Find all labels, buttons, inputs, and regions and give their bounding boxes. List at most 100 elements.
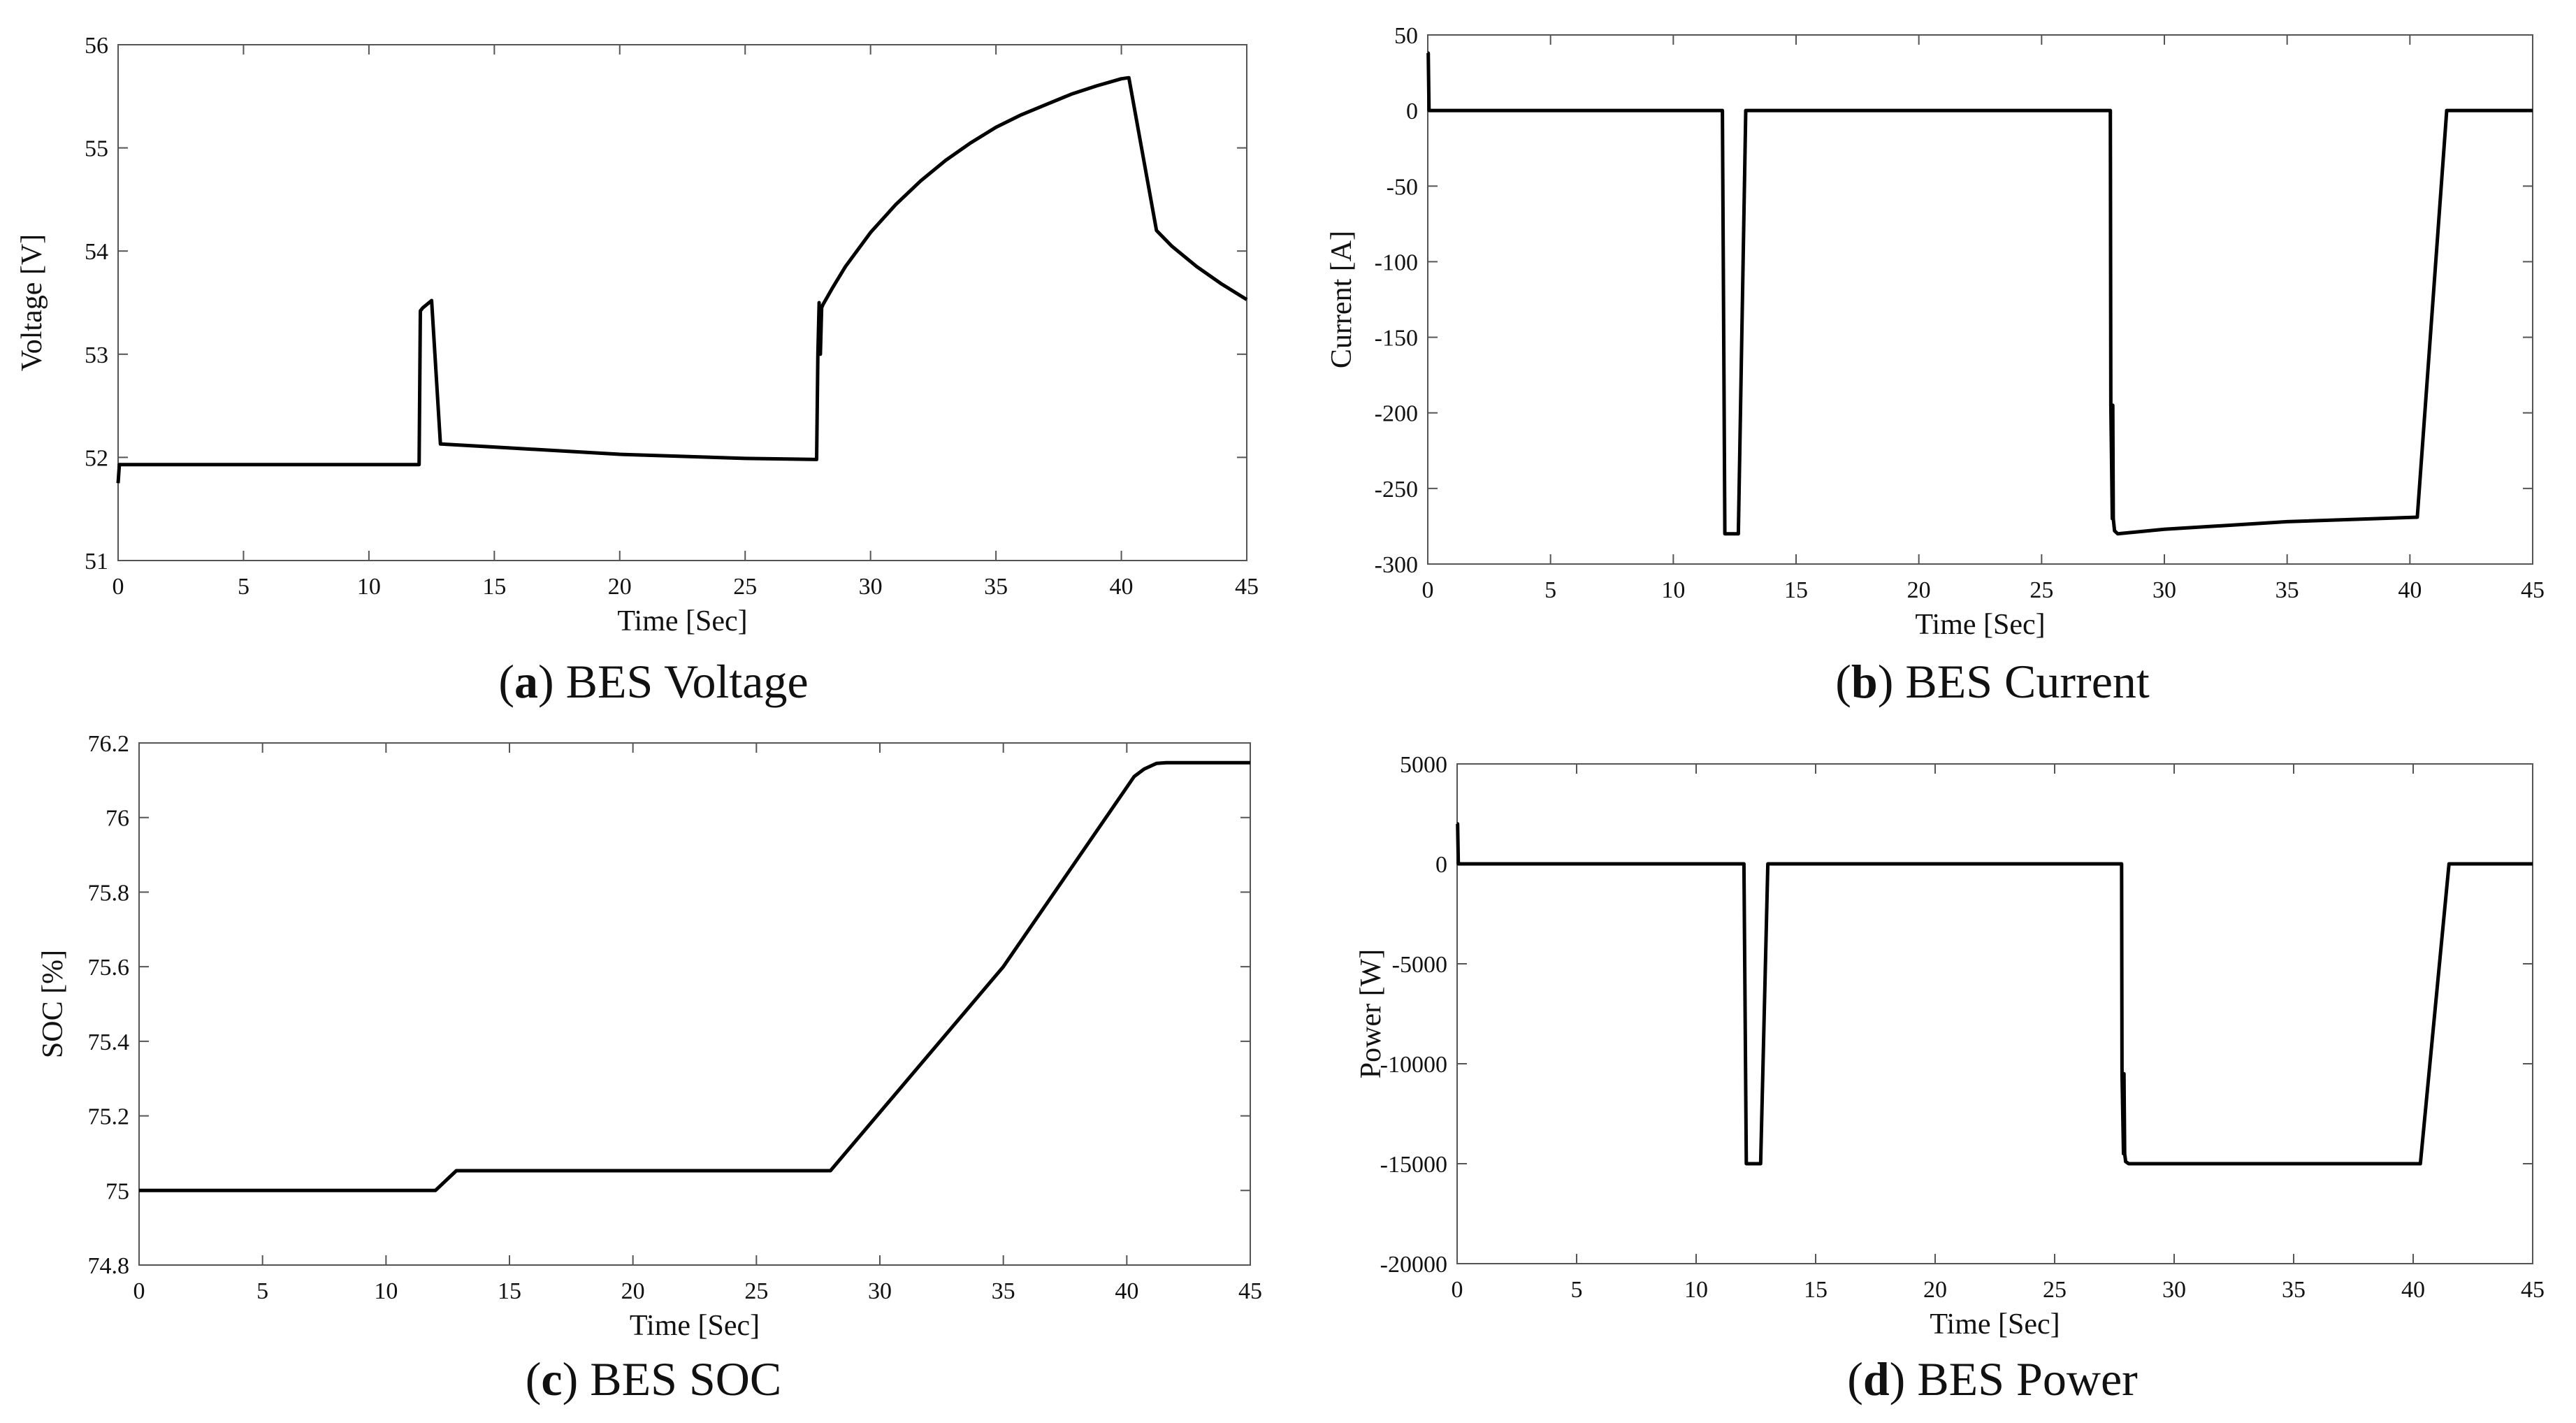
x-tick-label: 35 (2275, 577, 2299, 603)
x-tick-label: 25 (2043, 1277, 2067, 1303)
x-tick-label: 0 (113, 574, 124, 600)
y-tick-label: -50 (1387, 174, 1418, 200)
caption-paren: ) (563, 1352, 579, 1406)
x-tick-label: 30 (2162, 1277, 2186, 1303)
x-tick-label: 15 (1804, 1277, 1828, 1303)
x-tick-label: 20 (621, 1278, 645, 1304)
series-line (1426, 51, 2533, 536)
x-tick-label: 45 (2521, 1277, 2545, 1303)
x-tick-label: 20 (1923, 1277, 1947, 1303)
y-tick-label: -200 (1375, 401, 1418, 427)
y-tick-label: -250 (1375, 477, 1418, 503)
y-tick-label: 51 (85, 549, 108, 575)
x-tick-label: 45 (1235, 574, 1259, 600)
y-axis-label: SOC [%] (37, 950, 69, 1058)
y-tick-label: -100 (1375, 250, 1418, 275)
panel-caption: (c) BES SOC (526, 1352, 782, 1406)
x-tick-label: 40 (2401, 1277, 2425, 1303)
x-tick-label: 10 (374, 1278, 398, 1304)
chart-d: 0 5 10 15 20 25 30 35 40 45 -20000 -15000 -10000 -500… (1355, 752, 2545, 1406)
panel-caption: (a) BES Voltage (498, 655, 808, 708)
x-tick-label: 35 (2282, 1277, 2306, 1303)
y-tick-label: 75.6 (88, 955, 130, 981)
x-tick-label: 40 (1115, 1278, 1138, 1304)
x-tick-label: 30 (2152, 577, 2176, 603)
caption-letter: c (541, 1352, 562, 1406)
series-line (116, 75, 1248, 484)
y-tick-label: 76.2 (88, 731, 130, 757)
caption-paren: ) (538, 655, 554, 708)
y-tick-label: 75.2 (88, 1104, 130, 1130)
y-tick-label: -5000 (1392, 952, 1447, 978)
chart-b: 0 5 10 15 20 25 30 35 40 45 -300 -250 -200 -150 -100 -5… (1326, 23, 2545, 708)
x-tick-label: 15 (1784, 577, 1808, 603)
x-tick-label: 20 (1907, 577, 1931, 603)
x-tick-label: 10 (1661, 577, 1685, 603)
x-tick-label: 0 (1422, 577, 1434, 603)
caption-text: BES Current (1893, 655, 2150, 708)
series-line (1456, 822, 2533, 1166)
y-tick-label: 52 (85, 445, 108, 471)
x-tick-label: 30 (868, 1278, 892, 1304)
y-tick-label: 75.8 (88, 880, 130, 906)
x-tick-label: 25 (744, 1278, 768, 1304)
y-tick-label: 53 (85, 342, 108, 368)
x-tick-label: 0 (1452, 1277, 1463, 1303)
y-tick-label: -15000 (1380, 1152, 1447, 1178)
y-tick-label: -20000 (1380, 1252, 1447, 1278)
x-tick-label: 25 (733, 574, 757, 600)
chart-a: 0 5 10 15 20 25 30 35 40 45 51 52 53 54 55 56 Time [Sec]… (16, 33, 1259, 708)
caption-letter: b (1851, 655, 1878, 708)
y-tick-label: 76 (106, 806, 129, 832)
x-axis-label: Time [Sec] (630, 1310, 760, 1342)
y-tick-label: 0 (1435, 852, 1447, 878)
y-tick-label: 54 (85, 239, 108, 265)
x-tick-label: 35 (992, 1278, 1015, 1304)
x-tick-label: 5 (238, 574, 249, 600)
plot-frame (138, 742, 1251, 1266)
x-tick-label: 5 (256, 1278, 268, 1304)
caption-text: BES Voltage (554, 655, 809, 708)
y-tick-label: -300 (1375, 552, 1418, 578)
caption-paren: ( (1835, 655, 1851, 708)
x-tick-label: 40 (1110, 574, 1134, 600)
x-tick-label: 15 (498, 1278, 521, 1304)
caption-letter: a (514, 655, 538, 708)
y-tick-label: 5000 (1400, 752, 1447, 778)
caption-text: BES SOC (578, 1352, 781, 1406)
caption-paren: ) (1878, 655, 1894, 708)
caption-paren: ( (498, 655, 514, 708)
x-axis-label: Time [Sec] (1930, 1308, 2060, 1341)
x-tick-label: 45 (2521, 577, 2545, 603)
y-tick-label: 75.4 (88, 1030, 130, 1055)
x-tick-label: 25 (2029, 577, 2053, 603)
panel-caption: (b) BES Current (1835, 655, 2150, 708)
caption-letter: d (1863, 1352, 1890, 1406)
x-tick-label: 45 (1238, 1278, 1262, 1304)
x-tick-label: 30 (859, 574, 883, 600)
x-tick-label: 5 (1544, 577, 1556, 603)
y-tick-label: 55 (85, 136, 108, 162)
caption-paren: ( (526, 1352, 542, 1406)
x-tick-label: 15 (482, 574, 506, 600)
y-tick-label: 50 (1394, 23, 1418, 49)
y-axis-label: Voltage [V] (16, 234, 48, 371)
y-axis-label: Current [A] (1326, 231, 1358, 368)
y-tick-label: 74.8 (88, 1253, 130, 1279)
y-tick-label: 56 (85, 33, 108, 59)
x-tick-label: 10 (1684, 1277, 1708, 1303)
caption-paren: ) (1890, 1352, 1906, 1406)
plot-frame (1456, 763, 2533, 1264)
y-tick-label: 75 (106, 1178, 129, 1204)
x-axis-label: Time [Sec] (1915, 609, 2045, 641)
plot-frame (117, 44, 1247, 561)
chart-c: 0 5 10 15 20 25 30 35 40 45 74.8 75 75.2 75.4 75.6 75.8… (37, 731, 1262, 1406)
series-line (139, 760, 1250, 1192)
y-axis-label: Power [W] (1355, 949, 1387, 1078)
panel-caption: (d) BES Power (1847, 1352, 2138, 1406)
x-tick-label: 5 (1571, 1277, 1583, 1303)
x-tick-label: 10 (357, 574, 381, 600)
x-tick-label: 35 (984, 574, 1008, 600)
caption-paren: ( (1847, 1352, 1863, 1406)
